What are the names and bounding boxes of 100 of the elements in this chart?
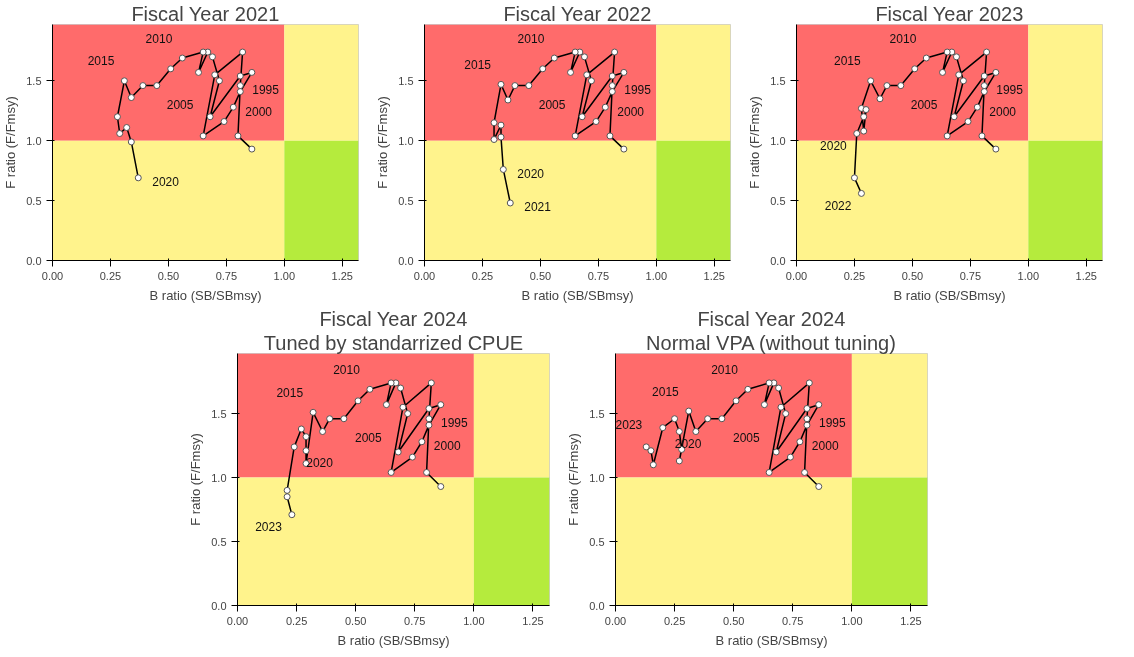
x-axis-title: B ratio (SB/SBmsy) [715, 632, 828, 648]
x-tick-label: 0.50 [901, 269, 924, 282]
y-tick-label: 0.0 [26, 254, 42, 267]
x-tick-label: 0.25 [663, 614, 686, 627]
y-tick-label: 0.5 [770, 194, 786, 207]
annotation: 2005 [732, 431, 761, 446]
annotation: 2020 [820, 139, 848, 154]
annotation: 1995 [440, 416, 468, 431]
x-tick-label: 0.00 [785, 269, 808, 282]
chart-title: Fiscal Year 2023 [875, 2, 1024, 25]
x-tick-label: 0.00 [413, 269, 436, 282]
y-axis-title: F ratio (F/Fmsy) [188, 433, 204, 526]
x-axis-title: B ratio (SB/SBmsy) [337, 632, 450, 648]
x-tick-label: 1.25 [522, 614, 544, 627]
y-tick-label: 1.5 [770, 74, 786, 87]
chart-title: Fiscal Year 2024 [697, 307, 846, 330]
x-axis-title: B ratio (SB/SBmsy) [521, 287, 634, 303]
x-tick-label: 0.25 [285, 614, 308, 627]
y-tick-label: 1.0 [398, 134, 414, 147]
chart-title: Fiscal Year 2021 [131, 2, 280, 25]
x-tick-label: 0.25 [471, 269, 494, 282]
x-tick-label: 1.00 [841, 614, 863, 627]
y-axis-title: F ratio (F/Fmsy) [747, 96, 763, 189]
y-tick-label: 1.0 [26, 134, 42, 147]
annotation: 2023 [615, 418, 643, 433]
y-axis-title: F ratio (F/Fmsy) [375, 96, 391, 189]
y-axis-title: F ratio (F/Fmsy) [566, 433, 582, 526]
annotation: 2021 [524, 200, 552, 215]
x-tick-label: 1.00 [645, 269, 668, 282]
x-tick-label: 1.00 [1017, 269, 1040, 282]
y-tick-label: 0.5 [589, 535, 605, 548]
x-tick-label: 0.50 [157, 269, 180, 282]
annotation: 2015 [276, 385, 304, 400]
x-tick-label: 0.75 [782, 614, 804, 627]
annotation: 2015 [87, 54, 115, 69]
x-tick-label: 1.00 [463, 614, 485, 627]
annotation: 2000 [245, 104, 273, 119]
annotation: 2023 [255, 520, 283, 535]
x-tick-label: 1.25 [900, 614, 922, 627]
y-tick-label: 0.0 [398, 254, 414, 267]
annotation: 2005 [538, 98, 566, 113]
x-tick-label: 0.75 [215, 269, 238, 282]
annotation: 2015 [833, 54, 862, 69]
annotation: 2000 [617, 104, 645, 119]
annotation: 2005 [910, 98, 938, 113]
chart-subtitle: Normal VPA (without tuning) [646, 331, 896, 354]
chart-title: Fiscal Year 2024 [319, 307, 468, 330]
y-tick-label: 1.5 [26, 74, 42, 87]
annotation: 2005 [354, 431, 383, 446]
x-tick-label: 0.75 [587, 269, 610, 282]
annotation: 2015 [652, 384, 680, 399]
y-tick-label: 1.5 [398, 74, 414, 87]
annotation: 2010 [517, 31, 545, 46]
annotation: 1995 [624, 83, 652, 98]
x-tick-label: 0.75 [959, 269, 982, 282]
annotation: 1995 [996, 83, 1024, 98]
y-axis-title: F ratio (F/Fmsy) [3, 96, 19, 189]
x-axis-title: B ratio (SB/SBmsy) [893, 287, 1006, 303]
y-tick-label: 1.0 [589, 471, 605, 484]
annotation: 1995 [252, 83, 280, 98]
y-tick-label: 1.0 [770, 134, 786, 147]
annotation: 2015 [464, 57, 492, 72]
x-tick-label: 0.00 [41, 269, 64, 282]
x-tick-label: 0.75 [404, 614, 426, 627]
chart-subtitle: Tuned by standarrized CPUE [263, 331, 524, 354]
y-tick-label: 1.5 [211, 407, 227, 420]
y-tick-label: 0.5 [398, 194, 414, 207]
y-tick-label: 0.5 [211, 535, 227, 548]
annotation: 2010 [711, 362, 739, 377]
x-tick-label: 0.50 [722, 614, 745, 627]
x-axis-title: B ratio (SB/SBmsy) [149, 287, 262, 303]
annotation: 2020 [517, 166, 545, 181]
x-tick-label: 0.25 [99, 269, 122, 282]
annotation: 2000 [811, 439, 839, 454]
chart-title: Fiscal Year 2022 [503, 2, 652, 25]
x-tick-label: 1.25 [1075, 269, 1097, 282]
annotation: 2020 [152, 175, 180, 190]
y-tick-label: 0.0 [211, 599, 227, 612]
annotation: 2005 [166, 98, 194, 113]
x-tick-label: 0.50 [344, 614, 367, 627]
annotation: 1995 [818, 416, 846, 431]
y-tick-label: 0.0 [770, 254, 786, 267]
x-tick-label: 1.25 [703, 269, 725, 282]
y-tick-label: 0.5 [26, 194, 42, 207]
annotation: 2010 [889, 31, 917, 46]
y-tick-label: 1.5 [589, 407, 605, 420]
x-tick-label: 0.00 [226, 614, 249, 627]
annotation: 2010 [145, 31, 173, 46]
annotation: 2000 [989, 104, 1017, 119]
x-tick-label: 0.00 [604, 614, 627, 627]
x-tick-label: 1.25 [331, 269, 353, 282]
annotation: 2000 [433, 439, 461, 454]
x-tick-label: 0.25 [843, 269, 866, 282]
annotation: 2022 [824, 198, 852, 213]
x-tick-label: 0.50 [529, 269, 552, 282]
y-tick-label: 0.0 [589, 599, 605, 612]
annotation: 2020 [306, 456, 334, 471]
x-tick-label: 1.00 [273, 269, 296, 282]
y-tick-label: 1.0 [211, 471, 227, 484]
annotation: 2010 [333, 362, 361, 377]
